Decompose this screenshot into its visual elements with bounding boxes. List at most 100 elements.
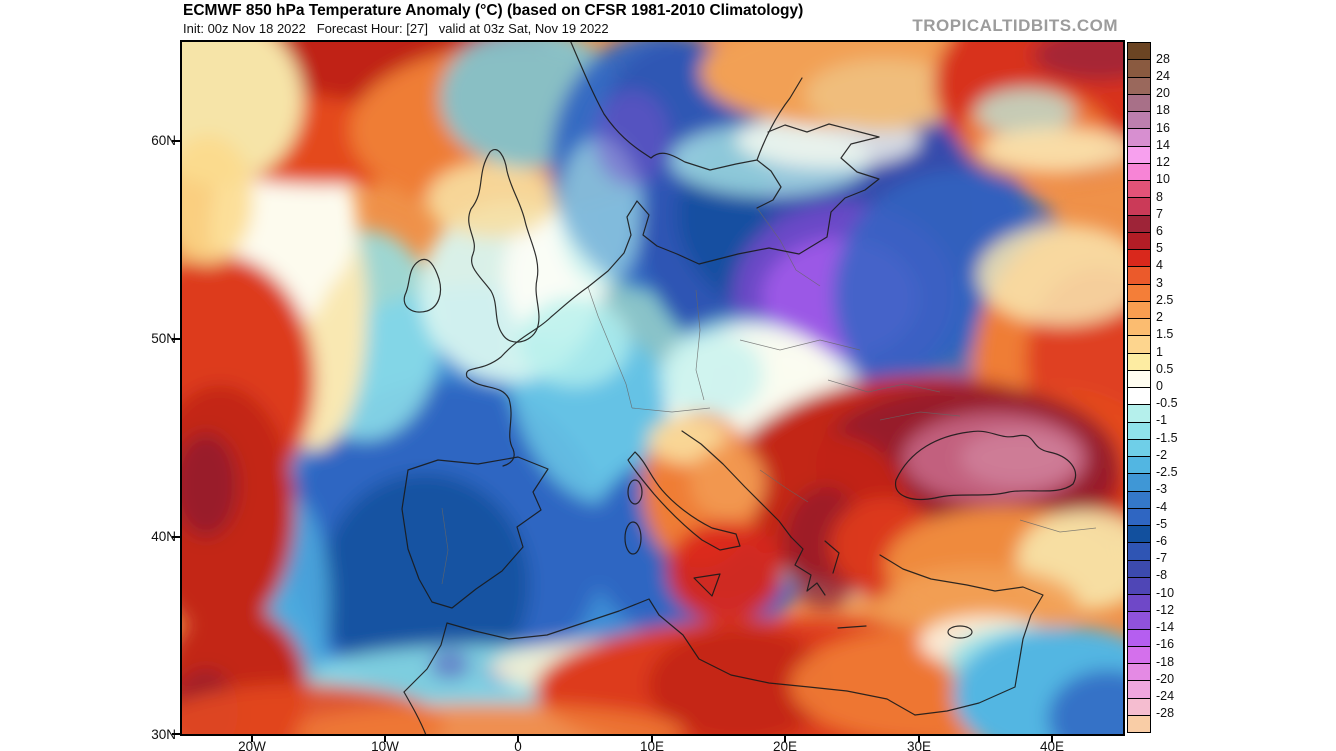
coast-sicily — [693, 573, 721, 597]
colorbar-tick-label: 0 — [1156, 379, 1163, 393]
colorbar-tick-label: 0.5 — [1156, 361, 1174, 376]
lat-axis-tick — [172, 338, 180, 340]
colorbar-segment — [1128, 76, 1150, 94]
colorbar-tick-label: -2 — [1156, 447, 1168, 462]
coast-iberia — [401, 456, 549, 609]
colorbar-segment — [1128, 300, 1150, 318]
lon-axis-label: 20W — [238, 739, 266, 751]
coast-sardinia — [624, 521, 642, 555]
colorbar-segment — [1128, 59, 1150, 77]
colorbar-segment — [1128, 680, 1150, 698]
colorbar-tick-label: -2.5 — [1156, 465, 1178, 480]
temperature-anomaly-map — [180, 40, 1125, 736]
temperature-colorbar — [1127, 42, 1151, 733]
colorbar-segment — [1128, 369, 1150, 387]
colorbar-segment — [1128, 214, 1150, 232]
colorbar-tick-label: 14 — [1156, 137, 1170, 152]
colorbar-segment — [1128, 318, 1150, 336]
colorbar-segment — [1128, 180, 1150, 198]
colorbar-segment — [1128, 111, 1150, 129]
coast-black-sea — [895, 430, 1077, 501]
colorbar-segment — [1128, 404, 1150, 422]
colorbar-segment — [1128, 283, 1150, 301]
colorbar-tick-label: 2 — [1156, 310, 1163, 325]
lon-axis-tick — [784, 736, 786, 742]
tropicaltidbits-watermark: TROPICALTIDBITS.COM — [912, 16, 1118, 35]
colorbar-tick-label: -24 — [1156, 689, 1175, 704]
colorbar-segment — [1128, 594, 1150, 612]
colorbar-segment — [1128, 162, 1150, 180]
coast-scandinavia — [569, 40, 880, 209]
lon-axis-label: 10W — [371, 739, 399, 751]
map-panel — [180, 40, 1125, 736]
colorbar-tick-label: -4 — [1156, 499, 1168, 514]
colorbar-segment — [1128, 576, 1150, 594]
colorbar-segment — [1128, 697, 1150, 715]
lat-axis-tick — [172, 536, 180, 538]
coast-ireland — [403, 258, 442, 313]
map-border — [180, 40, 1125, 736]
colorbar-tick-label: 5 — [1156, 241, 1163, 256]
coast-adriatic — [681, 430, 792, 538]
lon-axis-label: 40E — [1039, 739, 1065, 751]
coast-west-europe — [465, 286, 589, 467]
colorbar-tick-label: 7 — [1156, 206, 1163, 221]
colorbar-tick-label: 12 — [1156, 155, 1170, 170]
colorbar-tick-label: -0.5 — [1156, 396, 1178, 411]
lon-axis-tick — [251, 736, 253, 742]
colorbar-tick-label: -5 — [1156, 516, 1168, 531]
init-forecast-line: Init: 00z Nov 18 2022 Forecast Hour: [27… — [183, 21, 609, 36]
colorbar-segment — [1128, 663, 1150, 681]
coast-morocco-atlantic — [403, 691, 427, 736]
coast-greece — [790, 536, 867, 629]
colorbar-tick-label: -7 — [1156, 551, 1168, 566]
lat-axis-tick — [172, 140, 180, 142]
colorbar-segment — [1128, 128, 1150, 146]
colorbar-tick-label: 2.5 — [1156, 292, 1174, 307]
colorbar-tick-label: 24 — [1156, 68, 1170, 83]
lat-axis-label: 50N — [151, 331, 176, 346]
colorbar-segment — [1128, 387, 1150, 405]
colorbar-tick-label: 1 — [1156, 344, 1163, 359]
colorbar-segment — [1128, 266, 1150, 284]
colorbar-tick-label: 10 — [1156, 172, 1170, 187]
colorbar-segment — [1128, 628, 1150, 646]
colorbar-tick-label: 3 — [1156, 275, 1163, 290]
coastlines — [401, 40, 1077, 736]
colorbar-tick-label: -12 — [1156, 602, 1175, 617]
page-title: ECMWF 850 hPa Temperature Anomaly (°C) (… — [183, 2, 804, 19]
colorbar-segment — [1128, 93, 1150, 111]
colorbar-segment — [1128, 611, 1150, 629]
colorbar-segment — [1128, 507, 1150, 525]
colorbar-tick-label: -14 — [1156, 620, 1175, 635]
colorbar-tick-label: 20 — [1156, 86, 1170, 101]
colorbar-segment — [1128, 559, 1150, 577]
colorbar-segment — [1128, 525, 1150, 543]
colorbar-tick-label: 16 — [1156, 120, 1170, 135]
lon-axis-tick — [918, 736, 920, 742]
lon-axis-label: 20E — [772, 739, 798, 751]
colorbar-segment — [1128, 249, 1150, 267]
coast-italy — [627, 451, 741, 551]
colorbar-segment — [1128, 542, 1150, 560]
colorbar-segment — [1128, 421, 1150, 439]
colorbar-tick-label: 6 — [1156, 223, 1163, 238]
lat-axis-label: 60N — [151, 133, 176, 148]
colorbar-tick-label: -16 — [1156, 637, 1175, 652]
colorbar-segment — [1128, 456, 1150, 474]
colorbar-tick-label: 4 — [1156, 258, 1163, 273]
lat-axis-label: 40N — [151, 529, 176, 544]
colorbar-tick-label: -1 — [1156, 413, 1168, 428]
colorbar-segment — [1128, 438, 1150, 456]
colorbar-segment — [1128, 145, 1150, 163]
colorbar-segment — [1128, 490, 1150, 508]
colorbar-tick-label: 8 — [1156, 189, 1163, 204]
colorbar-tick-label: -10 — [1156, 585, 1175, 600]
lon-axis-tick — [517, 736, 519, 742]
colorbar-tick-label: -6 — [1156, 534, 1168, 549]
lon-axis-label: 30E — [906, 739, 932, 751]
colorbar-tick-label: -3 — [1156, 482, 1168, 497]
colorbar-segment — [1128, 43, 1150, 60]
colorbar-tick-label: 18 — [1156, 103, 1170, 118]
